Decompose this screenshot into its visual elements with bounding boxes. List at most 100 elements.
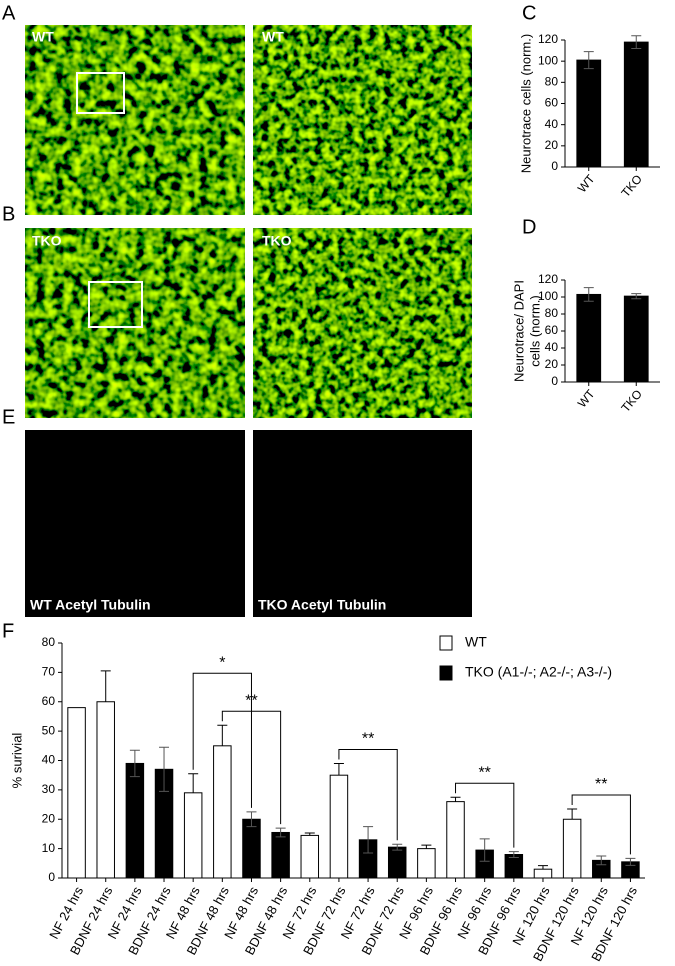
panel-letters: A B C D E F — [2, 2, 536, 642]
y-tick-label: 60 — [545, 323, 559, 337]
legend-label: TKO (A1-/-; A2-/-; A3-/-) — [465, 664, 612, 680]
y-tick-label: 120 — [538, 272, 558, 286]
image-label: WT Acetyl Tubulin — [30, 597, 151, 613]
error-bar — [625, 857, 636, 866]
y-tick-label: 20 — [545, 138, 559, 152]
bar — [329, 774, 349, 879]
error-bar — [129, 749, 140, 778]
bar — [623, 41, 649, 168]
y-tick-label: 80 — [545, 306, 559, 320]
bar — [125, 762, 145, 879]
x-tick-label: WT — [575, 171, 598, 195]
x-tick-label: TKO — [618, 172, 645, 200]
bar — [242, 818, 261, 879]
error-bar — [479, 838, 490, 862]
bar — [96, 701, 115, 879]
micrograph-texture — [253, 430, 472, 617]
y-tick-label: 40 — [42, 753, 56, 767]
significance-label: ** — [362, 731, 374, 748]
bar — [623, 295, 649, 383]
error-bar — [450, 796, 461, 802]
error-bar — [246, 811, 257, 828]
bar — [446, 801, 465, 879]
error-bar — [631, 35, 642, 49]
panel-letter: F — [2, 620, 14, 642]
y-tick-label: 40 — [545, 340, 559, 354]
image-label: TKO — [262, 233, 292, 249]
y-tick-label: 0 — [551, 159, 558, 173]
error-bar — [217, 724, 228, 746]
y-tick-label: 120 — [538, 32, 558, 46]
y-tick-label: 20 — [545, 357, 559, 371]
significance-bracket — [455, 782, 515, 848]
bar — [387, 846, 407, 879]
y-tick-label: 10 — [42, 841, 56, 855]
image-label: TKO — [32, 233, 62, 249]
y-tick-label: 40 — [545, 117, 559, 131]
error-bar — [537, 865, 548, 870]
bar — [417, 848, 436, 879]
micrograph-texture — [25, 430, 245, 617]
image-label: WT — [32, 29, 54, 45]
bar — [183, 792, 203, 879]
y-tick-label: 0 — [48, 870, 55, 884]
error-bar — [596, 855, 607, 866]
image-label: TKO Acetyl Tubulin — [258, 597, 386, 613]
x-tick-label: TKO — [618, 387, 645, 415]
error-bar — [333, 762, 344, 776]
significance-label: ** — [245, 692, 257, 709]
inset-box — [76, 72, 125, 114]
error-bar — [583, 287, 594, 302]
significance-label: ** — [478, 764, 490, 781]
bar — [213, 745, 232, 879]
significance-label: * — [219, 654, 225, 671]
significance-bracket — [571, 794, 631, 855]
bar — [67, 707, 86, 879]
error-bar — [100, 670, 111, 702]
y-tick-label: 80 — [545, 75, 559, 89]
y-axis-label: cells (norm.) — [527, 295, 542, 367]
legend-swatch — [439, 665, 453, 681]
error-bar — [363, 826, 374, 854]
y-tick-label: 80 — [42, 635, 56, 649]
y-tick-label: 20 — [42, 811, 56, 825]
panel-letter: A — [2, 2, 16, 24]
y-tick-label: 60 — [42, 694, 56, 708]
y-axis-label: Neurotrace/ DAPI — [511, 280, 526, 382]
error-bar — [275, 827, 286, 838]
panel-letter: E — [2, 406, 15, 428]
y-axis-label: Neurotrace cells (norm.) — [518, 34, 533, 173]
legend-swatch — [439, 635, 453, 651]
legend-label: WT — [465, 634, 487, 650]
y-axis-label: % surivial — [9, 733, 24, 789]
micrograph-texture — [25, 25, 245, 215]
error-bar — [567, 808, 578, 820]
error-bar — [188, 773, 199, 793]
error-bar — [631, 293, 642, 300]
significance-label: ** — [595, 776, 607, 793]
error-bar — [159, 746, 170, 792]
bar — [576, 293, 602, 383]
y-tick-label: 100 — [538, 289, 558, 303]
significance-bracket — [338, 748, 398, 841]
y-tick-label: 70 — [42, 665, 56, 679]
panel-letter: C — [522, 2, 536, 24]
y-tick-label: 100 — [538, 53, 558, 67]
bar — [576, 59, 602, 168]
significance-bracket — [192, 672, 252, 808]
error-bar — [421, 844, 432, 849]
bar — [504, 854, 524, 879]
micrograph-texture — [253, 25, 472, 215]
x-tick-label: WT — [575, 386, 598, 410]
bar — [300, 834, 320, 879]
y-tick-label: 60 — [545, 96, 559, 110]
image-label: WT — [262, 29, 284, 45]
y-tick-label: 50 — [42, 723, 56, 737]
error-bar — [304, 832, 315, 836]
error-bar — [583, 51, 594, 70]
inset-box — [88, 281, 143, 328]
error-bar — [392, 843, 403, 851]
y-tick-label: 0 — [551, 374, 558, 388]
y-tick-label: 30 — [42, 782, 56, 796]
